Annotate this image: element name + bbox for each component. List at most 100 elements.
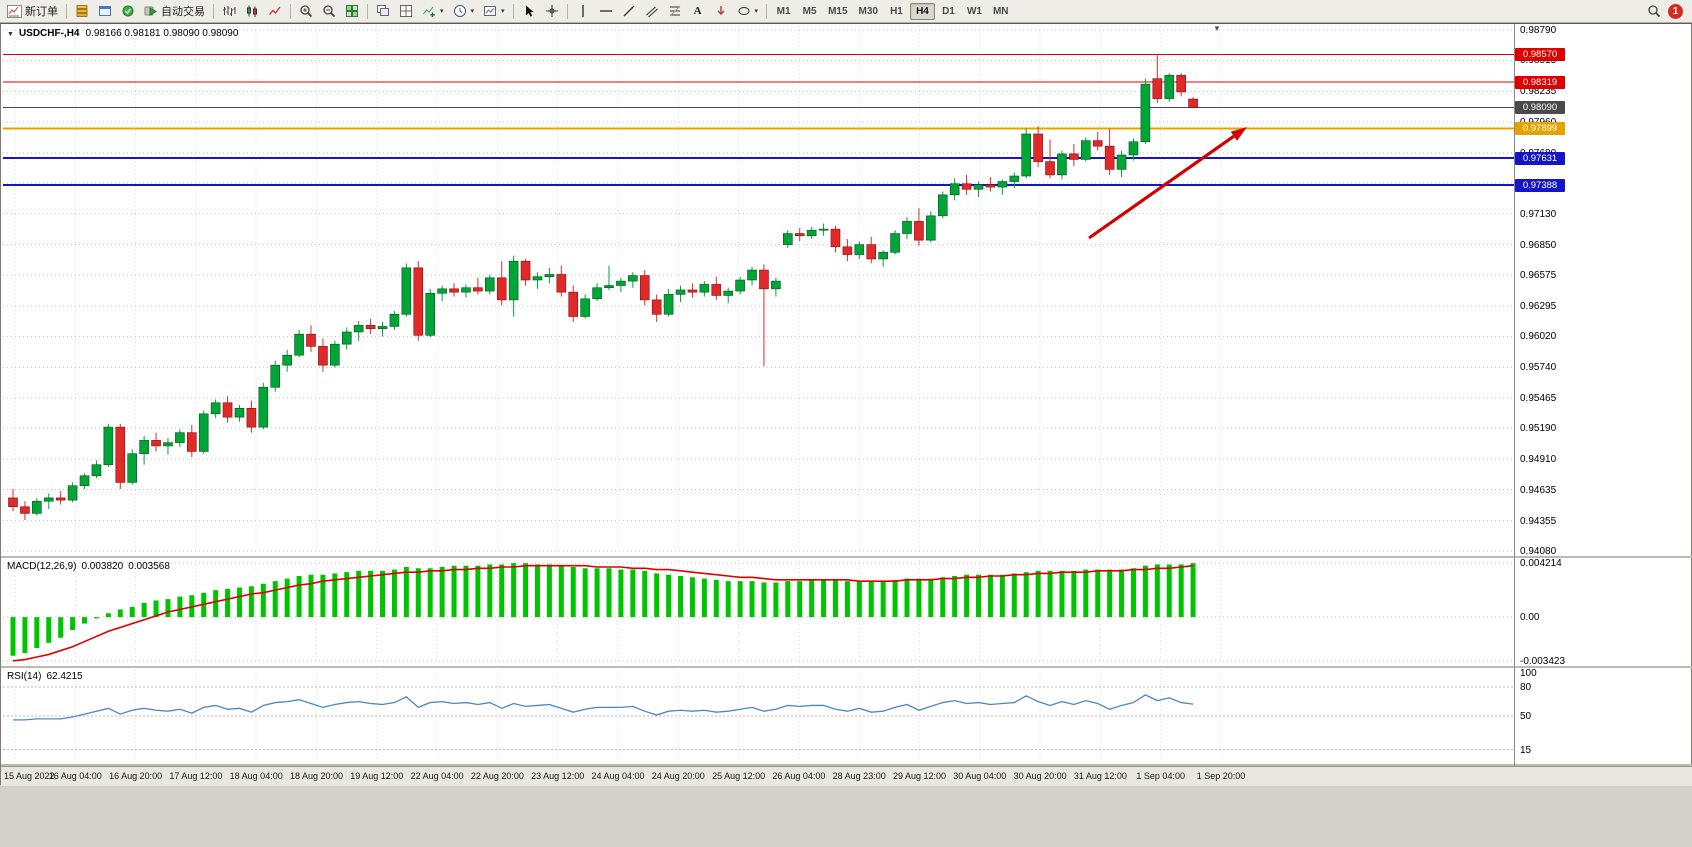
crosshair-tool-button[interactable] (541, 1, 563, 21)
timeframe-m1-button[interactable]: M1 (776, 5, 791, 17)
macd-histogram-bar (785, 581, 791, 618)
macd-histogram-bar (1130, 568, 1136, 618)
candle (461, 287, 471, 293)
toolbar-separator (512, 3, 514, 19)
arrows-tool-button[interactable] (710, 1, 732, 21)
timeframe-m30-button[interactable]: M30 (858, 5, 878, 17)
macd-histogram-bar (284, 578, 290, 618)
cursor-tool-button[interactable] (518, 1, 540, 21)
rsi-layer (13, 694, 1194, 721)
timeframe-w1-button[interactable]: W1 (966, 5, 982, 17)
macd-histogram-bar (248, 586, 254, 618)
macd-indicator-label: MACD(12,26,9) (7, 561, 77, 572)
candle (794, 233, 805, 237)
macd-histogram-bar (1059, 570, 1065, 618)
text-tool-button[interactable]: A (687, 1, 709, 21)
timeframe-h4-button[interactable]: H4 (909, 2, 935, 20)
fibonacci-tool-button[interactable] (664, 1, 686, 21)
collapse-arrow-icon[interactable]: ▼ (7, 31, 14, 38)
line-chart-button[interactable] (264, 1, 286, 21)
timeframe-m5-button[interactable]: M5 (802, 5, 817, 17)
candle (1176, 75, 1186, 93)
candle (747, 269, 757, 281)
timeframe-h1-button[interactable]: H1 (890, 5, 903, 17)
trend-arrow[interactable] (1088, 127, 1247, 240)
rsi-scale-label: 80 (1520, 682, 1532, 694)
macd-histogram-bar (999, 574, 1005, 618)
macd-signal-value: 0.003568 (128, 561, 170, 572)
timeframe-m15-button[interactable]: M15 (828, 5, 848, 17)
price-scale-label: 0.94080 (1520, 546, 1557, 557)
templates-button[interactable]: ▾ (479, 1, 509, 21)
time-axis[interactable]: 15 Aug 2022 16 Aug 04:00 16 Aug 20:00 17 Au… (1, 766, 1692, 786)
ellipse-shape-icon (738, 7, 750, 15)
price-scale-label: 0.96295 (1520, 300, 1557, 312)
line-chart-icon (269, 6, 281, 15)
layers-button[interactable] (71, 1, 93, 21)
cascade-windows-button[interactable] (372, 1, 394, 21)
bar-chart-button[interactable] (218, 1, 240, 21)
cascade-windows-icon (377, 5, 389, 16)
candle (508, 260, 519, 301)
strategy-tester-button[interactable] (117, 1, 139, 21)
macd-histogram-bar (534, 564, 540, 618)
candle (1009, 175, 1020, 182)
zoom-out-button[interactable] (318, 1, 340, 21)
macd-histogram-bar (511, 563, 517, 618)
zoom-in-button[interactable] (295, 1, 317, 21)
rsi-scale-label: 50 (1520, 711, 1532, 722)
indicators-button[interactable]: ▾ (418, 1, 448, 21)
vertical-line-tool-button[interactable] (572, 1, 594, 21)
price-tag[interactable]: 0.98090 (1515, 100, 1565, 114)
candle (306, 333, 316, 347)
chart-canvas[interactable] (1, 24, 1692, 766)
candle (294, 333, 304, 356)
new-order-label: 新订单 (25, 6, 58, 18)
price-tag[interactable]: 0.98570 (1515, 47, 1565, 61)
trendline-tool-button[interactable] (618, 1, 640, 21)
terminal-button[interactable] (94, 1, 116, 21)
notification-badge[interactable]: 1 (1668, 3, 1683, 19)
new-order-button[interactable]: 新订单 (3, 1, 62, 21)
candle (234, 408, 245, 418)
channel-tool-button[interactable] (641, 1, 663, 21)
autotrade-button[interactable]: 自动交易 (140, 1, 209, 21)
time-axis-label: 26 Aug 04:00 (772, 771, 826, 781)
candle (270, 364, 281, 388)
arrange-windows-button[interactable] (395, 1, 417, 21)
timeframe-mn-button[interactable]: MN (992, 5, 1009, 17)
chart-title: ▼ USDCHF-,H4 0.98166 0.98181 0.98090 0.980… (7, 28, 243, 39)
shapes-tool-button[interactable]: ▾ (733, 1, 763, 21)
candle (1057, 153, 1067, 176)
macd-histogram-bar (558, 565, 564, 618)
chart-shift-marker[interactable]: ▼ (1213, 24, 1221, 33)
clock-icon (453, 5, 466, 17)
hlines-layer[interactable] (3, 53, 1514, 187)
macd-histogram-bar (892, 579, 898, 618)
tile-windows-button[interactable] (341, 1, 363, 21)
macd-histogram-bar (141, 603, 147, 618)
candle (139, 440, 149, 454)
search-button[interactable] (1643, 1, 1665, 21)
macd-histogram-bar (499, 564, 505, 618)
price-scale-label: 0.95740 (1520, 362, 1557, 374)
macd-histogram-bar (272, 581, 278, 618)
autotrade-label: 自动交易 (161, 6, 205, 18)
periods-button[interactable]: ▾ (449, 1, 479, 21)
candlestick-chart-button[interactable] (241, 1, 263, 21)
price-tag[interactable]: 0.97631 (1515, 151, 1565, 165)
macd-histogram-bar (10, 617, 16, 656)
indicators-plus-icon (423, 6, 435, 17)
price-tag[interactable]: 0.97899 (1515, 122, 1565, 136)
timeframe-d1-button[interactable]: D1 (942, 5, 955, 17)
rsi-scale-label: 15 (1520, 744, 1532, 756)
equidistant-channel-icon (645, 6, 658, 18)
macd-histogram-bar (701, 578, 707, 618)
candle (1164, 75, 1175, 99)
toolbar-separator (367, 3, 368, 19)
price-tag[interactable]: 0.98319 (1515, 75, 1565, 89)
horizontal-line-tool-button[interactable] (595, 1, 617, 21)
candle (91, 464, 102, 477)
price-tag[interactable]: 0.97388 (1515, 178, 1565, 192)
macd-histogram-bar (1095, 569, 1101, 618)
